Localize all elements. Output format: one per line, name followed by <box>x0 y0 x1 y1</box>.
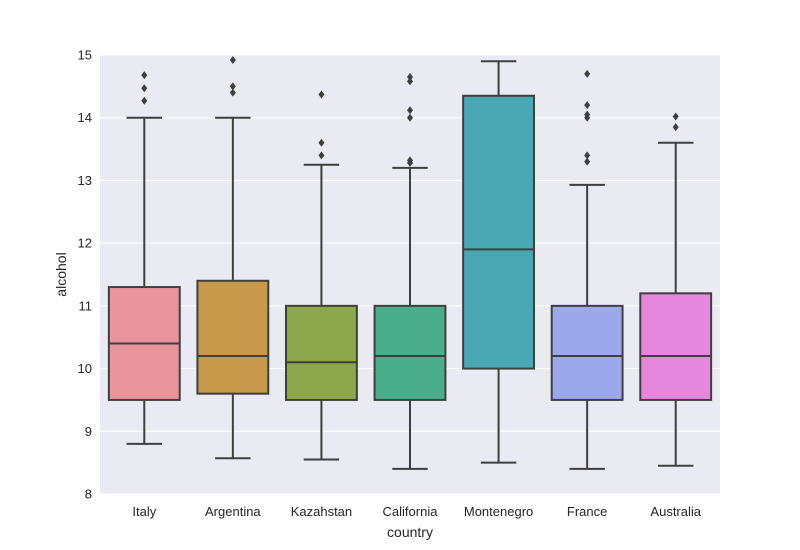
box-kazahstan <box>285 90 358 461</box>
y-axis-ticks: 8 9 10 11 12 13 14 15 <box>78 48 92 502</box>
x-tick-label: France <box>567 504 607 519</box>
y-tick-label: 9 <box>85 424 92 439</box>
outlier-point <box>584 69 591 78</box>
outlier-point <box>229 56 236 65</box>
box-body <box>462 94 535 370</box>
box-body <box>285 304 358 401</box>
outlier-point <box>407 106 413 115</box>
y-axis-label: alcohol <box>53 252 69 296</box>
outlier-point <box>407 77 413 86</box>
box-montenegro <box>462 60 535 464</box>
x-axis-ticks: Italy Argentina Kazahstan California Montene… <box>132 504 701 519</box>
outlier-point <box>584 157 591 166</box>
x-tick-label: Montenegro <box>464 504 533 519</box>
box-body <box>196 279 270 395</box>
y-tick-label: 14 <box>78 110 92 125</box>
y-tick-label: 11 <box>79 298 93 313</box>
y-tick-label: 13 <box>78 173 92 188</box>
outlier-point <box>584 151 591 160</box>
outlier-point <box>672 123 679 132</box>
outlier-point <box>318 138 325 147</box>
outlier-point <box>229 88 236 97</box>
y-tick-label: 10 <box>78 361 92 376</box>
outlier-point <box>407 156 413 165</box>
y-tick-label: 8 <box>85 487 92 502</box>
box-body <box>550 304 624 401</box>
box-italy <box>107 71 181 445</box>
outlier-point <box>141 71 148 80</box>
outlier-point <box>584 110 591 119</box>
outlier-point <box>229 82 236 91</box>
box-australia <box>639 112 713 467</box>
outlier-point <box>407 72 413 81</box>
y-tick-label: 15 <box>78 48 92 63</box>
boxes <box>107 56 713 470</box>
box-california <box>373 72 447 470</box>
x-tick-label: Italy <box>132 504 156 519</box>
x-tick-label: Kazahstan <box>291 504 352 519</box>
box-body <box>639 292 713 401</box>
outlier-point <box>584 101 591 110</box>
x-tick-label: California <box>383 504 439 519</box>
outlier-point <box>141 96 148 105</box>
box-france <box>550 69 624 470</box>
x-tick-label: Australia <box>650 504 701 519</box>
x-axis-label: country <box>387 524 433 540</box>
box-body <box>373 304 447 401</box>
x-tick-label: Argentina <box>205 504 261 519</box>
y-tick-label: 12 <box>78 236 92 251</box>
outlier-point <box>672 112 679 121</box>
outlier-point <box>141 84 148 93</box>
outlier-point <box>318 90 325 99</box>
outlier-point <box>407 113 413 122</box>
outlier-point <box>318 151 325 160</box>
box-argentina <box>196 56 270 460</box>
